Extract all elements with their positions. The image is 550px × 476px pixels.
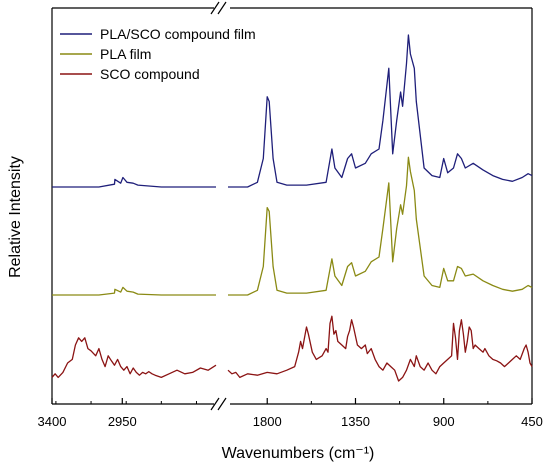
series-line-3-segment-1 [51, 337, 217, 379]
legend-entry: PLA film [60, 46, 151, 62]
series-line-1-segment-2 [228, 34, 533, 188]
x-axis-break-top [210, 1, 227, 15]
x-tick-label: 1350 [341, 414, 370, 429]
x-axis-label: Wavenumbers (cm⁻¹) [222, 445, 375, 462]
x-tick-label: 2950 [108, 414, 137, 429]
series-line-2-segment-2 [228, 156, 533, 296]
series-1 [52, 34, 533, 188]
legend-label: PLA/SCO compound film [100, 26, 256, 42]
x-tick-label: 450 [521, 414, 543, 429]
series-2 [52, 156, 533, 296]
y-axis-label: Relative Intensity [7, 156, 24, 278]
tick-layer: 3400 2950 1800 1350 900 450 [38, 398, 543, 429]
series-line-1-segment-1 [52, 176, 216, 188]
legend-entry: SCO compound [60, 66, 200, 82]
x-axis-break-bottom [210, 397, 227, 411]
series-line-2-segment-1 [52, 286, 216, 296]
x-tick-label: 1800 [253, 414, 282, 429]
x-tick-label: 900 [433, 414, 455, 429]
legend-label: SCO compound [100, 66, 200, 82]
plot-frame [51, 1, 533, 411]
series-layer [51, 34, 533, 382]
legend-label: PLA film [100, 46, 151, 62]
series-3 [51, 315, 533, 382]
x-tick-label: 3400 [38, 414, 67, 429]
legend-entry: PLA/SCO compound film [60, 26, 256, 42]
legend: PLA/SCO compound film PLA film SCO compoun… [60, 26, 256, 82]
series-line-3-segment-2 [227, 315, 533, 382]
